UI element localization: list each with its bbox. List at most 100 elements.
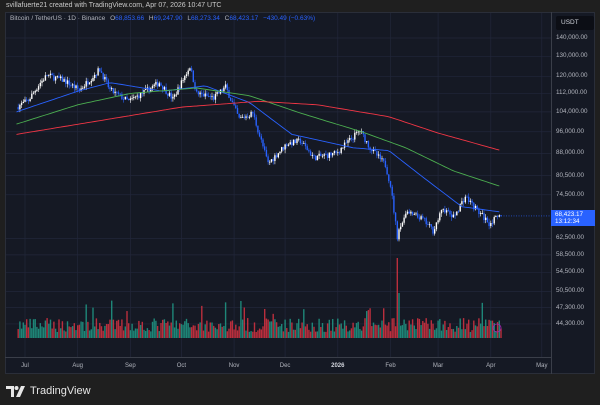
price-tick-label: 88,000.00 (556, 149, 585, 157)
candle-body (377, 154, 380, 156)
volume-bar (428, 328, 431, 338)
candle-body (214, 94, 217, 100)
volume-bar (85, 304, 87, 338)
chart-panel[interactable] (5, 12, 595, 374)
symbol-legend: Bitcoin / TetherUS · 1D · Binance O68,85… (10, 15, 315, 22)
candle-body (133, 97, 135, 98)
candle-body (355, 132, 358, 133)
volume-bar (236, 330, 239, 338)
candle-body (32, 92, 35, 94)
volume-bar (218, 324, 220, 338)
volume-bar (479, 323, 482, 338)
volume-bar (173, 327, 176, 338)
volume-bar (95, 318, 98, 338)
symbol-name[interactable]: Bitcoin / TetherUS · 1D · Binance (10, 15, 106, 22)
candle-body (493, 217, 495, 224)
candle-body (326, 154, 329, 158)
candle-body (469, 200, 472, 202)
volume-bar (488, 319, 490, 338)
candle-body (381, 158, 383, 160)
candle-body (269, 161, 271, 163)
candle-body (425, 218, 427, 225)
volume-bar (500, 328, 502, 338)
candle-body (179, 87, 181, 89)
candle-body (46, 75, 48, 77)
volume-bar (105, 323, 108, 338)
price-tick-label: 50,500.00 (556, 287, 585, 295)
currency-button[interactable]: USDT (556, 16, 594, 30)
price-tick-label: 47,300.00 (556, 303, 585, 311)
volume-bar (253, 322, 256, 338)
candle-body (167, 93, 169, 96)
last-price-tag: 68,423.17 13:12:34 (551, 209, 595, 226)
candle-body (347, 140, 349, 143)
volume-bar (97, 329, 99, 338)
volume-bar (454, 331, 456, 338)
volume-bar (403, 319, 405, 338)
volume-bar (100, 326, 103, 338)
candle-body (258, 132, 261, 137)
volume-bar (133, 330, 135, 338)
candle-body (253, 113, 256, 118)
candle-body (432, 226, 434, 234)
candle-body (454, 214, 456, 216)
volume-bar (235, 324, 237, 338)
candle-body (338, 152, 341, 154)
candle-body (61, 76, 64, 82)
candle-body (452, 214, 455, 218)
volume-bar (347, 331, 349, 338)
volume-bar (260, 329, 262, 338)
volume-bar (34, 319, 36, 338)
price-tick-label: 62,500.00 (556, 234, 585, 242)
volume-bar (92, 307, 94, 338)
volume-bar (162, 319, 164, 338)
volume-bar (139, 324, 142, 338)
volume-bar (163, 319, 166, 338)
candle-body (343, 142, 346, 148)
candle-body (44, 75, 47, 81)
volume-bar (308, 329, 310, 338)
volume-bar (439, 319, 441, 338)
volume-bar (491, 320, 494, 338)
volume-bar (485, 319, 487, 338)
volume-bar (296, 323, 298, 338)
volume-bar (316, 331, 319, 338)
volume-bar (104, 325, 106, 338)
candle-body (146, 87, 149, 89)
candle-body (236, 108, 239, 114)
volume-bar (63, 330, 65, 338)
volume-bar (320, 326, 322, 338)
volume-bar (286, 328, 288, 338)
candle-body (88, 82, 91, 85)
candle-body (168, 92, 171, 96)
volume-bar (124, 326, 126, 338)
volume-bar (287, 331, 290, 338)
candle-body (456, 211, 458, 216)
candle-body (224, 84, 227, 88)
candle-body (231, 100, 234, 103)
candle-body (252, 111, 254, 114)
volume-bar (418, 318, 421, 338)
volume-bar (187, 323, 189, 338)
moving-average-line (16, 82, 500, 213)
volume-bar (165, 323, 167, 338)
volume-bar (360, 330, 363, 338)
candle-body (440, 210, 443, 214)
volume-bar (77, 325, 79, 338)
price-tick-label: 80,500.00 (556, 171, 585, 179)
candle-body (292, 139, 295, 146)
volume-bar (298, 318, 300, 338)
volume-bar (238, 326, 240, 338)
volume-bar (265, 318, 268, 338)
price-tick-label: 140,000.00 (556, 34, 588, 41)
candle-body (197, 91, 200, 95)
candle-body (304, 142, 307, 147)
candle-body (134, 96, 137, 98)
volume-bar (243, 307, 245, 338)
candle-body (190, 68, 193, 71)
candle-body (218, 92, 220, 94)
volume-bar (228, 328, 230, 338)
volume-bar (326, 323, 329, 338)
candle-body (445, 210, 448, 213)
